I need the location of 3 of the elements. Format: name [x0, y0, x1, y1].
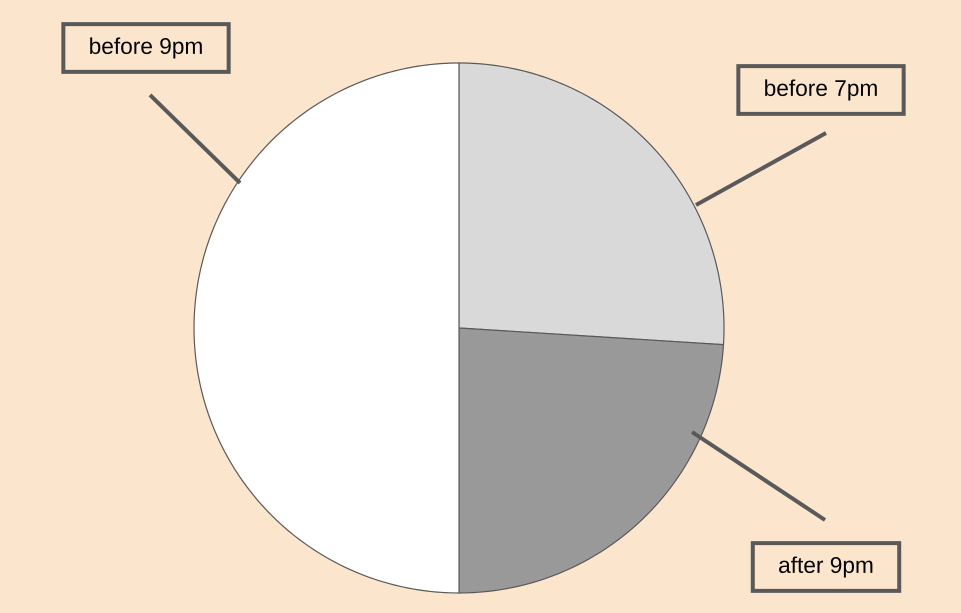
- slice-label: after 9pm: [779, 556, 872, 578]
- slice-label: before 9pm: [90, 37, 202, 59]
- slice-label: before 7pm: [765, 79, 877, 101]
